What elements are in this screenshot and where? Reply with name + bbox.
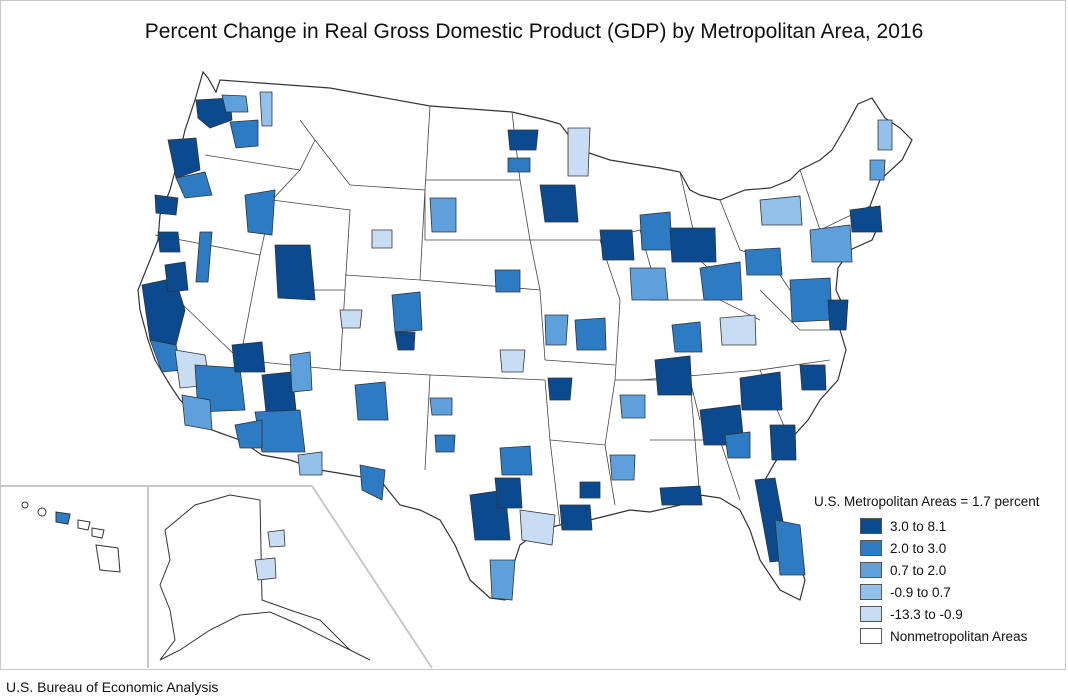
hawaii-outline	[21, 501, 121, 573]
alaska-metro-2	[267, 529, 286, 548]
legend-item: -0.9 to 0.7	[860, 581, 1054, 603]
legend-swatch	[860, 518, 882, 534]
legend-swatch	[860, 584, 882, 600]
legend-item: 2.0 to 3.0	[860, 537, 1054, 559]
legend-label: -0.9 to 0.7	[890, 584, 951, 600]
legend-label: -13.3 to -0.9	[890, 606, 963, 622]
alaska-metro	[254, 557, 277, 581]
metro-areas	[141, 91, 893, 601]
legend-title: U.S. Metropolitan Areas = 1.7 percent	[814, 494, 1040, 509]
legend-item: -13.3 to -0.9	[860, 603, 1054, 625]
legend: U.S. Metropolitan Areas = 1.7 percent 3.…	[814, 494, 1054, 647]
legend-items: 3.0 to 8.1 2.0 to 3.0 0.7 to 2.0 -0.9 to 0.…	[814, 515, 1054, 647]
legend-label: Nonmetropolitan Areas	[890, 628, 1028, 644]
legend-swatch	[860, 606, 882, 622]
page-title: Percent Change in Real Gross Domestic Pr…	[144, 20, 924, 43]
legend-swatch	[860, 562, 882, 578]
alaska-outline	[159, 494, 371, 661]
legend-label: 3.0 to 8.1	[890, 518, 947, 534]
source-credit: U.S. Bureau of Economic Analysis	[6, 679, 219, 695]
inset-border	[0, 485, 433, 669]
map-frame	[0, 0, 1066, 670]
legend-label: 2.0 to 3.0	[890, 540, 947, 556]
legend-item: Nonmetropolitan Areas	[860, 625, 1054, 647]
legend-item: 3.0 to 8.1	[860, 515, 1054, 537]
legend-item: 0.7 to 2.0	[860, 559, 1054, 581]
legend-swatch	[860, 628, 882, 644]
legend-swatch	[860, 540, 882, 556]
legend-label: 0.7 to 2.0	[890, 562, 947, 578]
